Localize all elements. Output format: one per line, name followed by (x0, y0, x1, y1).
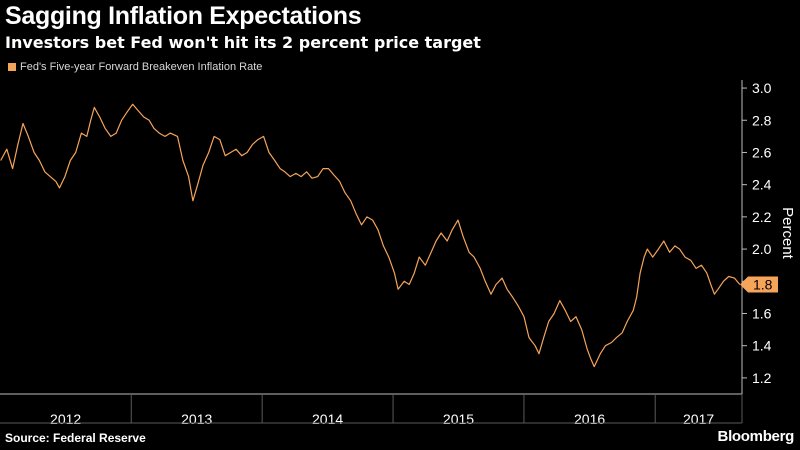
last-value-badge (740, 276, 778, 293)
chart-subtitle: Investors bet Fed won't hit its 2 percen… (5, 33, 481, 52)
chart-legend: Fed's Five-year Forward Breakeven Inflat… (8, 61, 262, 73)
x-tick-label: 2015 (443, 411, 474, 427)
y-tick-label: 1.2 (752, 370, 772, 386)
y-tick-label: 2.0 (752, 241, 772, 257)
x-tick-label: 2016 (574, 411, 605, 427)
chart-title: Sagging Inflation Expectations (5, 2, 362, 30)
bloomberg-logo: Bloomberg (717, 428, 795, 445)
y-axis-title: Percent (779, 207, 796, 260)
legend-label: Fed's Five-year Forward Breakeven Inflat… (20, 61, 263, 73)
y-tick-label: 1.6 (752, 305, 772, 321)
y-tick-label: 2.6 (752, 144, 772, 160)
y-tick-label: 1.4 (752, 338, 772, 354)
x-tick-label: 2014 (312, 411, 343, 427)
legend-swatch (8, 63, 16, 71)
last-value-label: 1.8 (753, 277, 773, 293)
y-tick-label: 2.8 (752, 112, 772, 128)
source-note: Source: Federal Reserve (5, 431, 146, 445)
x-tick-label: 2012 (50, 411, 81, 427)
x-tick-label: 2017 (683, 411, 714, 427)
x-tick-label: 2013 (181, 411, 212, 427)
series-line (0, 103, 741, 368)
y-tick-label: 3.0 (752, 80, 772, 96)
y-tick-label: 2.2 (752, 209, 772, 225)
y-tick-label: 2.4 (752, 177, 772, 193)
